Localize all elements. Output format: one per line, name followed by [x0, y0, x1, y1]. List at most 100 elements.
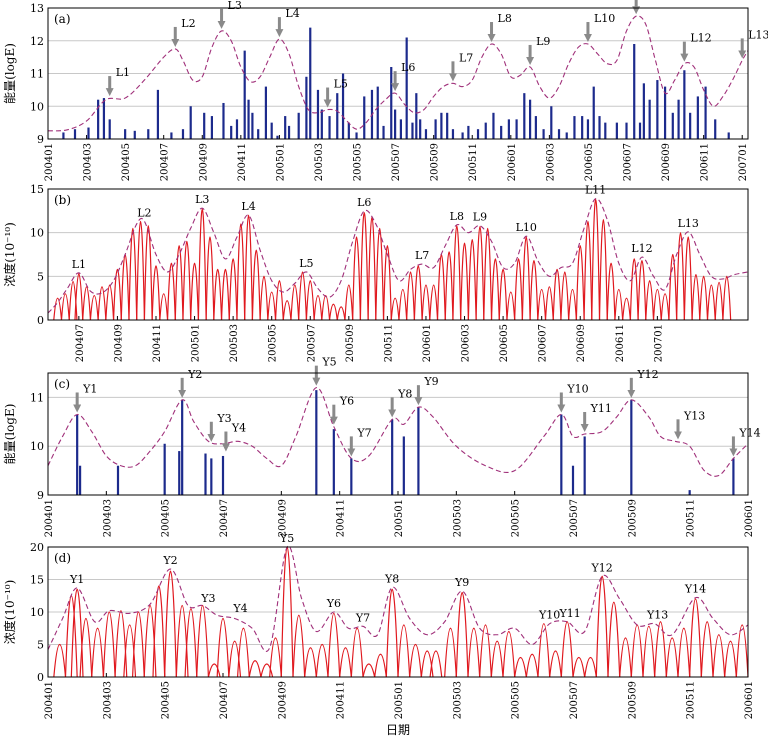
annotation-label: L13: [748, 28, 768, 41]
concentration-peak: [502, 630, 516, 678]
x-tick-label: 200501: [191, 324, 202, 362]
x-tick-label: 200407: [160, 143, 171, 181]
concentration-peak: [292, 615, 306, 678]
y-tick-label: 10: [30, 100, 44, 113]
concentration-peak: [700, 621, 714, 678]
concentration-peak: [228, 258, 238, 321]
x-tick-label: 200505: [353, 143, 364, 181]
x-tick-label: 200405: [161, 681, 172, 719]
concentration-peak: [175, 604, 189, 678]
concentration-peak: [619, 637, 632, 678]
concentration-peak: [622, 297, 631, 321]
x-tick-label: 200509: [345, 324, 356, 362]
x-tick-label: 200407: [219, 681, 230, 719]
x-tick-label: 200511: [383, 324, 394, 362]
x-tick-label: 200601: [507, 143, 518, 181]
annotation-label: L9: [536, 35, 550, 48]
x-tick-label: 200409: [277, 681, 288, 719]
annotation-label: Y10: [566, 382, 588, 395]
concentration-peak: [362, 663, 376, 678]
concentration-peak: [483, 227, 493, 321]
annotation-label: L10: [516, 221, 537, 234]
panel-label: (a): [54, 12, 71, 26]
concentration-peak: [420, 650, 434, 678]
concentration-peak: [460, 242, 469, 321]
y-tick-label: 15: [30, 574, 44, 587]
concentration-peak: [74, 273, 84, 321]
x-tick-label: 200611: [700, 143, 711, 181]
y-tick-label: 9: [37, 489, 44, 502]
concentration-peak: [498, 268, 508, 321]
x-tick-label: 200603: [545, 143, 556, 181]
concentration-peak: [120, 253, 130, 321]
x-tick-label: 200409: [198, 143, 209, 181]
concentration-peak: [91, 627, 105, 678]
concentration-peak: [699, 276, 709, 321]
annotation-label: L2: [137, 206, 151, 219]
y-tick-label: 10: [30, 227, 44, 240]
concentration-peak: [97, 286, 107, 321]
annotation-label: Y3: [216, 412, 231, 425]
concentration-peak: [677, 627, 691, 678]
concentration-peak: [112, 268, 122, 321]
annotation-label: L10: [594, 12, 615, 25]
concentration-peak: [321, 295, 331, 321]
y-tick-label: 9: [37, 133, 44, 146]
concentration-peak: [642, 625, 656, 678]
concentration-peak: [259, 276, 269, 321]
y-tick-label: 0: [37, 671, 44, 684]
x-tick-label: 200505: [268, 324, 279, 362]
y-axis-label: 浓度(10⁻¹⁰): [2, 580, 17, 645]
panel-label: (d): [54, 551, 71, 565]
annotation-label: Y4: [231, 422, 246, 435]
x-tick-label: 200405: [161, 499, 172, 537]
annotation-label: Y7: [355, 611, 370, 624]
concentration-peak: [236, 627, 250, 678]
annotation-label: L8: [498, 12, 512, 25]
concentration-peak: [207, 663, 221, 678]
annotation-label: L3: [195, 193, 209, 206]
concentration-peak: [166, 262, 176, 321]
concentration-peak: [537, 288, 547, 321]
annotation-label: L13: [678, 217, 699, 230]
chart-panel: 0 5 10 15 200407 200409 200411 200501 200503 2005…: [2, 183, 749, 362]
concentration-peak: [660, 293, 670, 321]
concentration-peak: [413, 265, 423, 321]
x-tick-label: 200511: [686, 499, 697, 537]
concentration-peak: [652, 288, 662, 321]
y-tick-label: 11: [30, 68, 44, 81]
annotation-label: L12: [631, 242, 652, 255]
chart-panel: 9 10 11 12 13 200401 200403 200405 200407 200409 2…: [3, 0, 768, 181]
concentration-peak: [269, 637, 282, 678]
concentration-peak: [591, 198, 601, 321]
annotation-label: L6: [357, 196, 371, 209]
concentration-peak: [397, 624, 411, 678]
concentration-peak: [352, 236, 361, 321]
concentration-peak: [467, 239, 477, 321]
concentration-peak: [220, 268, 230, 321]
concentration-peak: [706, 284, 716, 321]
concentration-peak: [274, 280, 284, 321]
concentration-peak: [409, 643, 422, 678]
concentration-peak: [560, 621, 574, 678]
panel-label: (b): [54, 193, 71, 207]
concentration-peak: [344, 284, 354, 321]
concentration-peak: [606, 262, 616, 321]
concentration-peak: [60, 293, 70, 321]
plot-frame: [47, 7, 749, 140]
y-tick-label: 20: [30, 541, 44, 554]
annotation-label: Y2: [162, 554, 177, 567]
concentration-peak: [105, 284, 115, 321]
annotation-label: Y8: [384, 572, 399, 585]
concentration-peak: [290, 284, 300, 321]
x-tick-label: 200401: [44, 143, 55, 181]
concentration-peak: [339, 647, 352, 678]
x-tick-label: 200411: [336, 681, 347, 719]
annotation-label: L2: [181, 17, 195, 30]
x-tick-label: 200503: [314, 143, 325, 181]
concentration-peak: [637, 260, 647, 321]
plot-frame: [47, 372, 749, 496]
concentration-peak: [584, 656, 597, 678]
x-tick-label: 200403: [102, 681, 113, 719]
concentration-peak: [251, 249, 261, 321]
